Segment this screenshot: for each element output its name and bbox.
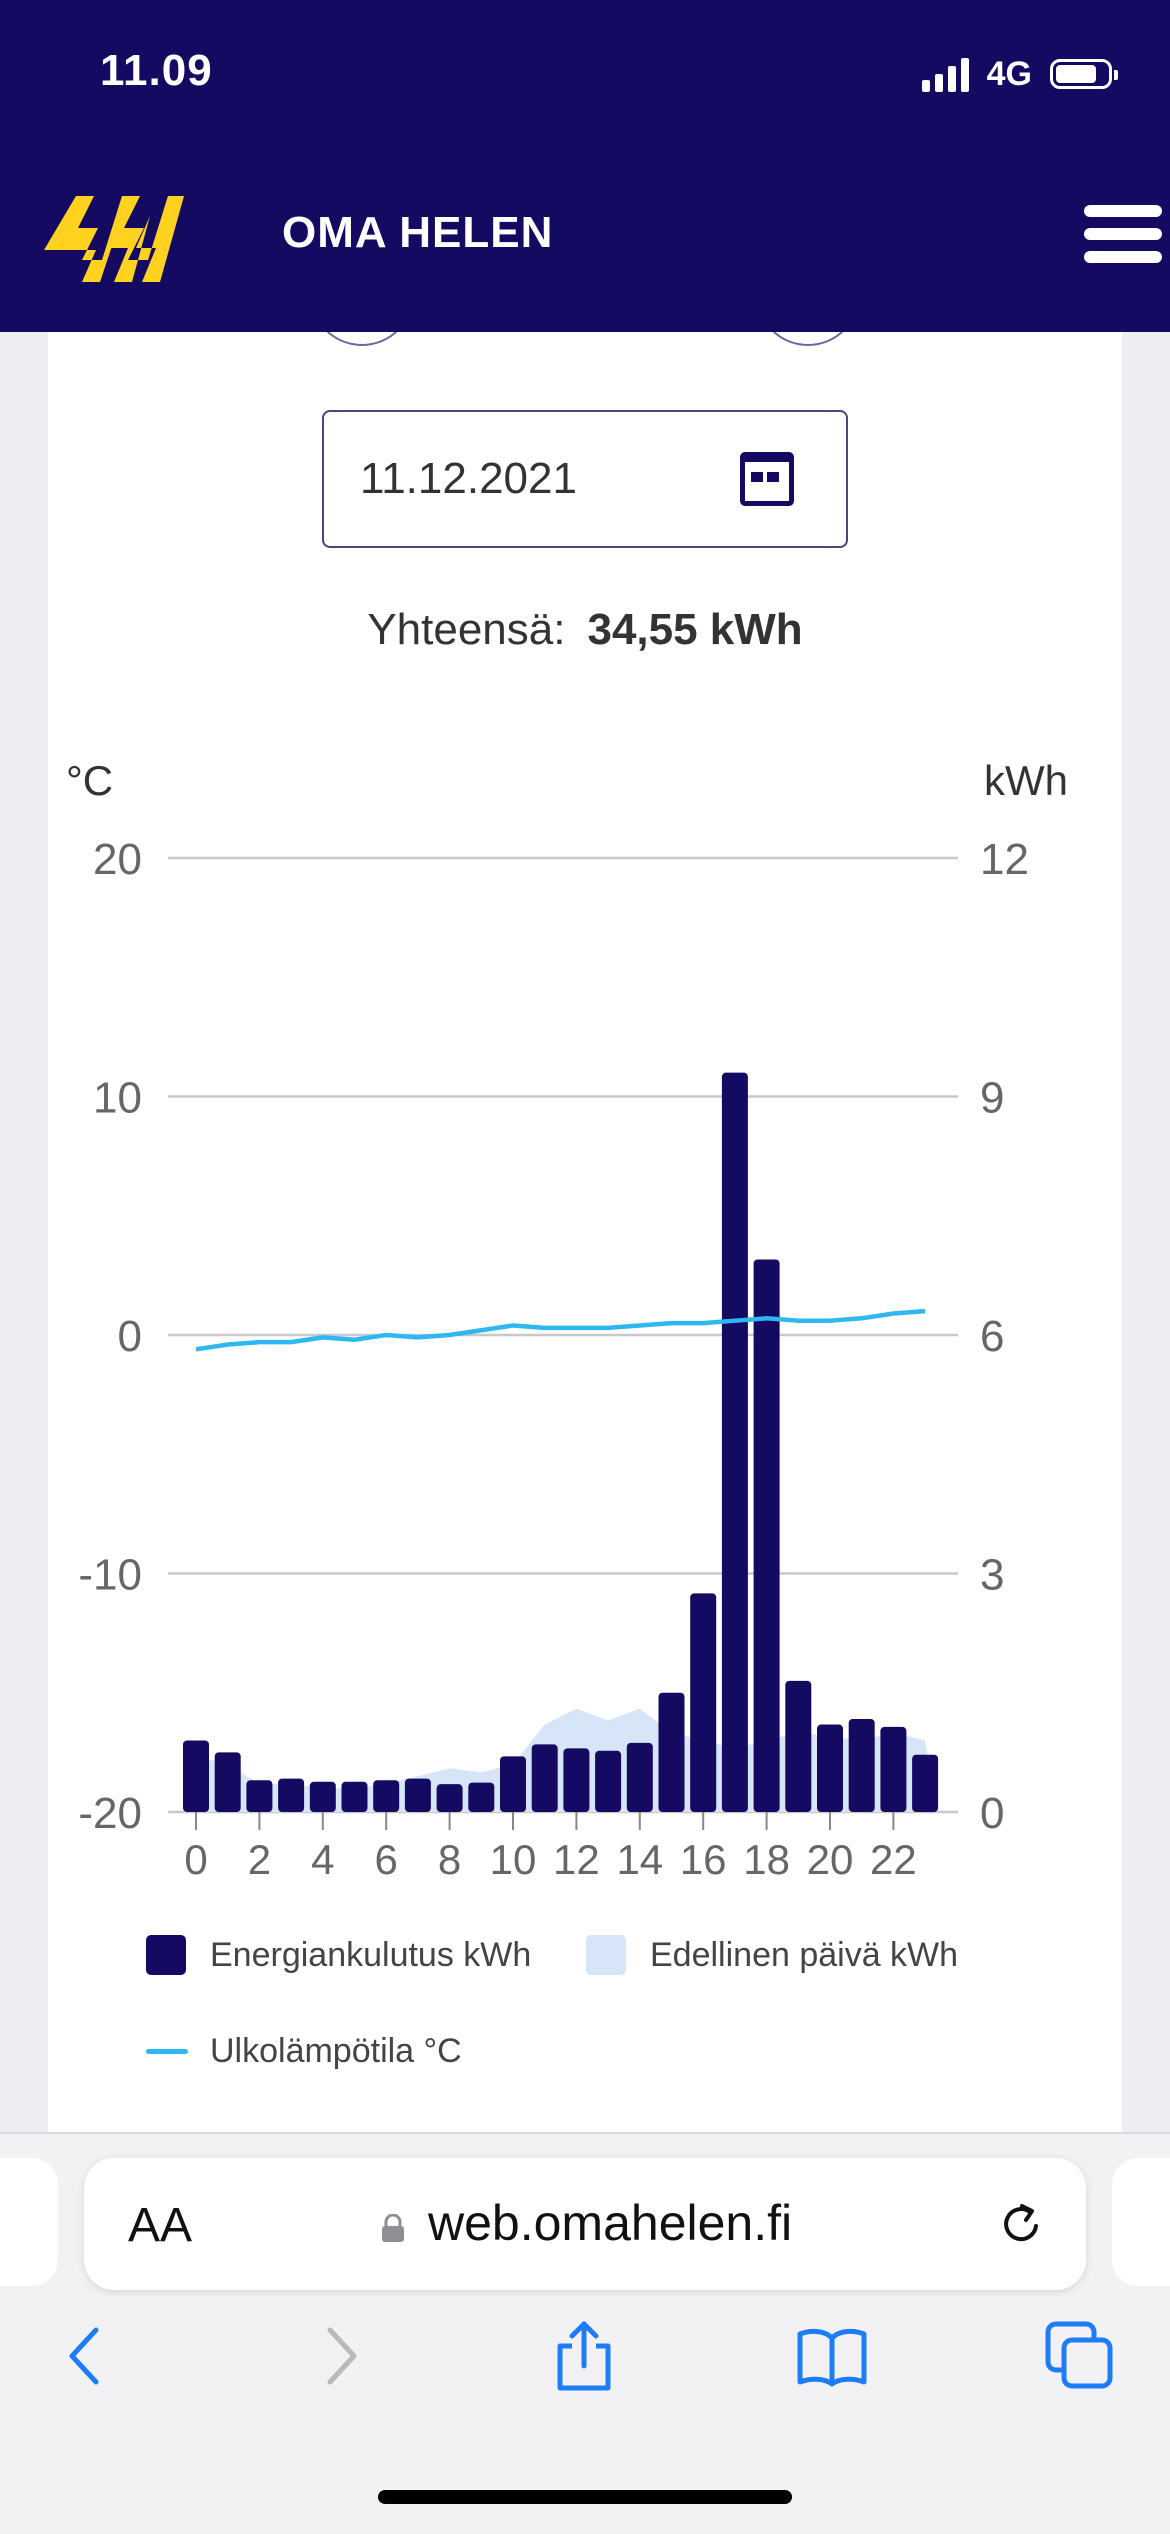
- consumption-bar: [246, 1780, 273, 1812]
- consumption-bar: [880, 1726, 907, 1812]
- date-picker-field[interactable]: 11.12.2021: [322, 410, 848, 548]
- previous-day-area: [184, 1708, 938, 1812]
- consumption-bar: [341, 1781, 368, 1812]
- helen-logo-icon[interactable]: [44, 190, 184, 286]
- consumption-bar: [183, 1740, 209, 1812]
- legend-item-consumption[interactable]: Energiankulutus kWh: [146, 1935, 531, 1975]
- status-time: 11.09: [100, 46, 213, 95]
- consumption-bar: [531, 1744, 558, 1812]
- consumption-bar: [658, 1692, 685, 1812]
- right-axis-tick-label: 12: [980, 835, 1029, 884]
- previous-day-swatch: [586, 1935, 626, 1975]
- tabs-icon[interactable]: [1044, 2320, 1116, 2392]
- legend-label: Energiankulutus kWh: [210, 1935, 532, 1974]
- consumption-card: [48, 332, 1122, 2132]
- hamburger-menu-icon[interactable]: [1084, 205, 1162, 263]
- consumption-bar: [785, 1680, 812, 1812]
- total-consumption: Yhteensä: 34,55 kWh: [0, 605, 1170, 655]
- consumption-bar: [278, 1778, 305, 1812]
- x-axis-tick-label: 6: [375, 1836, 398, 1883]
- consumption-bar: [912, 1754, 939, 1812]
- x-axis-tick-label: 10: [490, 1836, 537, 1883]
- consumption-bar: [848, 1718, 875, 1812]
- previous-tab-pill[interactable]: [0, 2158, 58, 2286]
- temperature-line: [195, 1308, 926, 1352]
- consumption-bar: [468, 1782, 495, 1812]
- left-axis-label: °C: [66, 757, 113, 804]
- consumption-bar: [626, 1742, 653, 1812]
- next-tab-pill[interactable]: [1112, 2158, 1170, 2286]
- x-axis-tick-label: 16: [680, 1836, 727, 1883]
- consumption-bar: [690, 1593, 717, 1812]
- browser-toolbar: AA web.omahelen.fi: [0, 2132, 1170, 2534]
- logo-mark: [44, 196, 184, 282]
- consumption-bar: [214, 1752, 241, 1812]
- lock-icon: [382, 2214, 404, 2242]
- status-indicators: 4G: [921, 52, 1118, 96]
- legend-label: Ulkolämpötila °C: [210, 2032, 462, 2070]
- home-indicator: [378, 2490, 792, 2504]
- url-text[interactable]: web.omahelen.fi: [428, 2195, 793, 2251]
- consumption-bar: [817, 1724, 843, 1812]
- text-size-button[interactable]: AA: [128, 2199, 193, 2252]
- consumption-bar: [500, 1756, 526, 1812]
- signal-icon: [921, 56, 969, 92]
- consumption-bar: [595, 1750, 622, 1812]
- calendar-icon[interactable]: [740, 452, 794, 506]
- date-value: 11.12.2021: [360, 454, 577, 503]
- app-title: OMA HELEN: [282, 208, 554, 257]
- reload-icon[interactable]: [998, 2200, 1046, 2248]
- x-axis-tick-label: 20: [807, 1836, 854, 1883]
- consumption-bar: [373, 1780, 400, 1812]
- address-bar[interactable]: AA web.omahelen.fi: [84, 2158, 1086, 2290]
- left-axis-tick-label: -10: [78, 1551, 142, 1600]
- back-icon[interactable]: [50, 2320, 122, 2392]
- right-axis-tick-label: 0: [980, 1789, 1004, 1838]
- network-label: 4G: [986, 54, 1032, 93]
- right-axis-label: kWh: [984, 757, 1068, 804]
- x-axis-tick-label: 12: [553, 1836, 600, 1883]
- bookmarks-icon[interactable]: [796, 2320, 868, 2392]
- app-header: 11.09 4G OMA HELEN: [0, 0, 1170, 332]
- total-value: 34,55 kWh: [587, 605, 803, 654]
- legend-item-previous-day[interactable]: Edellinen päivä kWh: [586, 1935, 958, 1975]
- x-axis-tick-label: 0: [184, 1836, 207, 1883]
- x-axis-tick-label: 2: [248, 1836, 271, 1883]
- consumption-bar: [404, 1778, 431, 1812]
- menu-bar: [1084, 205, 1162, 217]
- share-icon[interactable]: [548, 2320, 620, 2392]
- right-axis-tick-label: 6: [980, 1312, 1004, 1361]
- left-axis-tick-label: 20: [93, 835, 142, 884]
- battery-icon: [1050, 59, 1118, 89]
- left-axis-tick-label: 0: [118, 1312, 142, 1361]
- consumption-bar: [721, 1072, 748, 1812]
- consumption-bar: [309, 1781, 336, 1812]
- legend-item-temperature[interactable]: Ulkolämpötila °C: [146, 2032, 462, 2071]
- x-axis-tick-label: 8: [438, 1836, 461, 1883]
- left-axis-tick-label: -20: [78, 1789, 142, 1838]
- x-axis-tick-label: 22: [870, 1836, 917, 1883]
- consumption-swatch: [146, 1935, 186, 1975]
- consumption-bar: [753, 1259, 780, 1812]
- forward-icon[interactable]: [304, 2320, 376, 2392]
- legend-label: Edellinen päivä kWh: [650, 1935, 959, 1974]
- temperature-swatch: [146, 2049, 188, 2054]
- x-axis-tick-label: 18: [743, 1836, 790, 1883]
- x-axis-tick-label: 14: [616, 1836, 663, 1883]
- menu-bar: [1084, 228, 1162, 240]
- consumption-bar: [436, 1784, 463, 1812]
- right-axis-tick-label: 9: [980, 1074, 1004, 1123]
- left-axis-tick-label: 10: [93, 1074, 142, 1123]
- menu-bar: [1084, 251, 1162, 263]
- x-axis-tick-label: 4: [311, 1836, 334, 1883]
- right-axis-tick-label: 3: [980, 1551, 1004, 1600]
- consumption-bar: [563, 1748, 590, 1812]
- total-label: Yhteensä:: [367, 605, 566, 654]
